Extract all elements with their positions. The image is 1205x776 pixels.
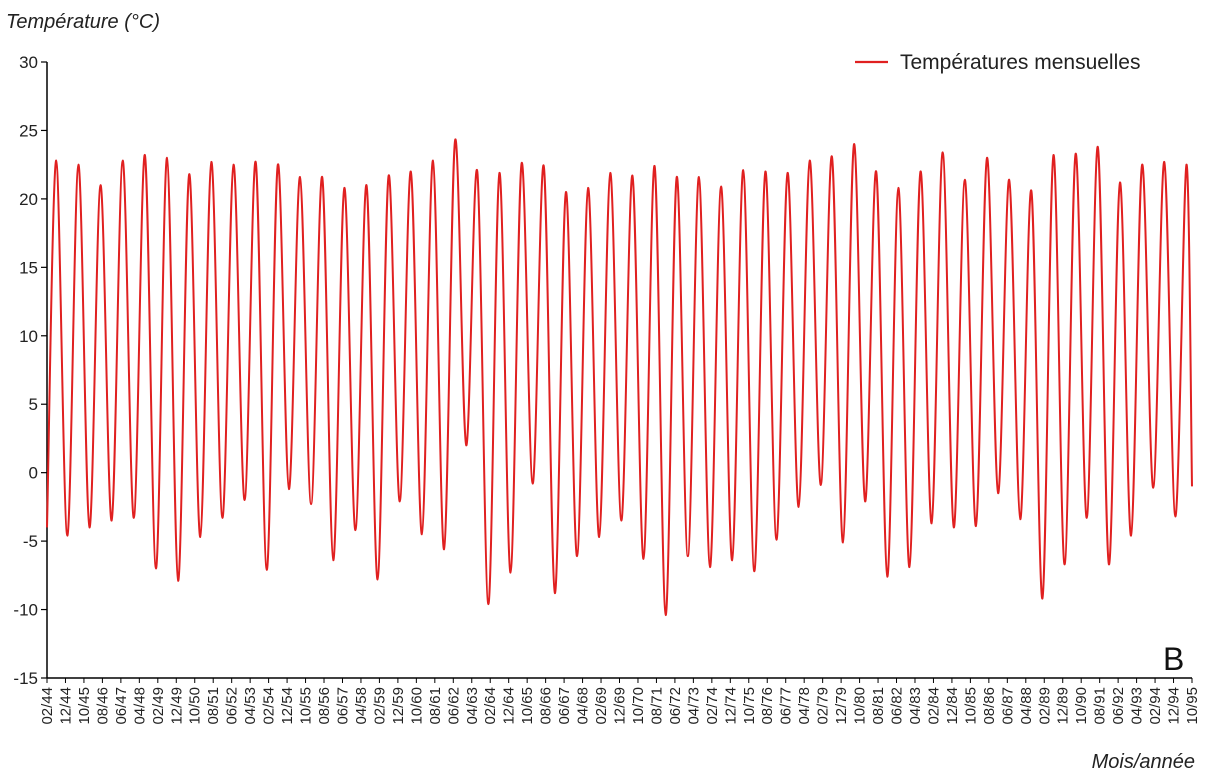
x-tick-label: 12/64 bbox=[501, 687, 518, 725]
x-tick-label: 08/46 bbox=[94, 687, 111, 725]
x-tick-label: 06/72 bbox=[667, 687, 684, 725]
x-tick-label: 08/66 bbox=[538, 687, 555, 725]
x-tick-label: 02/59 bbox=[371, 687, 388, 725]
x-tick-label: 12/84 bbox=[944, 687, 961, 725]
x-tick-label: 12/59 bbox=[390, 687, 407, 725]
y-tick-label: 15 bbox=[19, 258, 38, 277]
legend: Températures mensuelles bbox=[855, 51, 1140, 74]
y-axis-ticks: 30 25 20 15 10 5 0 -5 -10 -15 bbox=[13, 53, 47, 688]
x-tick-label: 10/75 bbox=[741, 687, 758, 725]
x-tick-label: 04/68 bbox=[575, 687, 592, 725]
x-tick-label: 04/53 bbox=[242, 687, 259, 725]
y-tick-label: 25 bbox=[19, 121, 38, 140]
y-tick-label: 10 bbox=[19, 327, 38, 346]
x-tick-label: 12/54 bbox=[279, 687, 296, 725]
x-tick-label: 10/65 bbox=[519, 687, 536, 725]
x-axis-ticks: 02/44 12/44 10/45 08/46 06/47 04/48 02/49 12/49… bbox=[39, 678, 1201, 725]
x-tick-label: 04/63 bbox=[464, 687, 481, 725]
series-line-temperatures-mensuelles bbox=[46, 138, 1193, 617]
x-tick-label: 10/90 bbox=[1073, 687, 1090, 725]
x-tick-label: 10/80 bbox=[852, 687, 869, 725]
x-tick-label: 10/60 bbox=[408, 687, 425, 725]
y-axis-title: Température (°C) bbox=[6, 11, 160, 33]
x-tick-label: 10/70 bbox=[630, 687, 647, 725]
x-tick-label: 02/79 bbox=[815, 687, 832, 725]
x-tick-label: 06/92 bbox=[1110, 687, 1127, 725]
x-tick-label: 08/56 bbox=[316, 687, 333, 725]
x-tick-label: 10/45 bbox=[76, 687, 93, 725]
x-tick-label: 04/58 bbox=[353, 687, 370, 725]
x-tick-label: 12/44 bbox=[57, 687, 74, 725]
y-tick-label: 0 bbox=[29, 464, 38, 483]
x-tick-label: 12/74 bbox=[722, 687, 739, 725]
x-tick-label: 02/64 bbox=[482, 687, 499, 725]
panel-label: B bbox=[1163, 641, 1184, 677]
x-tick-label: 08/86 bbox=[981, 687, 998, 725]
x-tick-label: 02/44 bbox=[39, 687, 56, 725]
x-tick-label: 06/52 bbox=[224, 687, 241, 725]
x-tick-label: 08/81 bbox=[870, 687, 887, 725]
y-tick-label: 30 bbox=[19, 53, 38, 72]
x-tick-label: 06/82 bbox=[889, 687, 906, 725]
x-tick-label: 04/88 bbox=[1018, 687, 1035, 725]
x-tick-label: 10/55 bbox=[298, 687, 315, 725]
x-tick-label: 08/51 bbox=[205, 687, 222, 725]
x-tick-label: 04/73 bbox=[685, 687, 702, 725]
x-tick-label: 12/79 bbox=[833, 687, 850, 725]
x-tick-label: 04/93 bbox=[1129, 687, 1146, 725]
y-tick-label: -5 bbox=[23, 532, 38, 551]
x-tick-label: 04/83 bbox=[907, 687, 924, 725]
x-tick-label: 04/48 bbox=[131, 687, 148, 725]
x-tick-label: 04/78 bbox=[796, 687, 813, 725]
y-tick-label: 20 bbox=[19, 190, 38, 209]
x-axis-title: Mois/année bbox=[1092, 751, 1195, 773]
x-tick-label: 06/77 bbox=[778, 687, 795, 725]
x-tick-label: 06/57 bbox=[334, 687, 351, 725]
series-layer bbox=[46, 138, 1193, 617]
x-tick-label: 08/61 bbox=[427, 687, 444, 725]
x-tick-label: 10/50 bbox=[187, 687, 204, 725]
x-tick-label: 02/84 bbox=[925, 687, 942, 725]
y-tick-label: 5 bbox=[29, 395, 38, 414]
x-tick-label: 02/69 bbox=[593, 687, 610, 725]
legend-label: Températures mensuelles bbox=[900, 51, 1140, 74]
x-tick-label: 06/87 bbox=[999, 687, 1016, 725]
x-tick-label: 02/49 bbox=[150, 687, 167, 725]
x-tick-label: 12/69 bbox=[612, 687, 629, 725]
y-tick-label: -10 bbox=[13, 601, 38, 620]
x-tick-label: 10/95 bbox=[1184, 687, 1201, 725]
x-tick-label: 08/76 bbox=[759, 687, 776, 725]
x-tick-label: 02/89 bbox=[1036, 687, 1053, 725]
x-tick-label: 02/54 bbox=[261, 687, 278, 725]
x-tick-label: 08/71 bbox=[648, 687, 665, 725]
y-tick-label: -15 bbox=[13, 669, 38, 688]
x-tick-label: 12/89 bbox=[1055, 687, 1072, 725]
x-tick-label: 10/85 bbox=[962, 687, 979, 725]
x-tick-label: 12/94 bbox=[1166, 687, 1183, 725]
x-tick-label: 02/94 bbox=[1147, 687, 1164, 725]
x-tick-label: 06/47 bbox=[113, 687, 130, 725]
x-tick-label: 02/74 bbox=[704, 687, 721, 725]
x-tick-label: 06/62 bbox=[445, 687, 462, 725]
x-tick-label: 06/67 bbox=[556, 687, 573, 725]
x-tick-label: 12/49 bbox=[168, 687, 185, 725]
x-tick-label: 08/91 bbox=[1092, 687, 1109, 725]
